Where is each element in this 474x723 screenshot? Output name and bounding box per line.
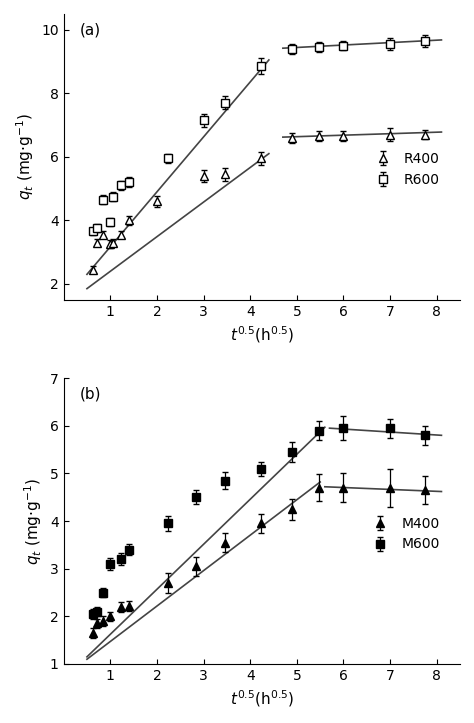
Y-axis label: $q_t$ (mg·g$^{-1}$): $q_t$ (mg·g$^{-1}$) [23, 477, 45, 565]
Text: (b): (b) [80, 387, 101, 402]
X-axis label: $t^{0.5}$(h$^{0.5}$): $t^{0.5}$(h$^{0.5}$) [230, 688, 294, 709]
Legend: M400, M600: M400, M600 [361, 511, 445, 557]
Y-axis label: $q_t$ (mg·g$^{-1}$): $q_t$ (mg·g$^{-1}$) [14, 114, 36, 200]
Text: (a): (a) [80, 22, 100, 38]
Legend: R400, R600: R400, R600 [364, 147, 445, 193]
X-axis label: $t^{0.5}$(h$^{0.5}$): $t^{0.5}$(h$^{0.5}$) [230, 324, 294, 345]
